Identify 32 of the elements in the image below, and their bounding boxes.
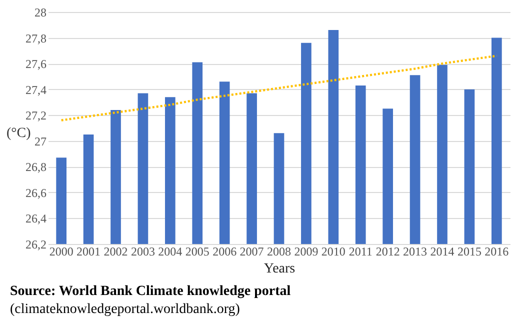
- y-tick-label: 27,8: [26, 31, 46, 46]
- text: (climateknowledgeportal.worldbank.org): [10, 302, 240, 317]
- y-tick-label: 27,4: [26, 82, 46, 97]
- x-tick-label: 2010: [321, 244, 346, 258]
- x-tick-label: 2003: [130, 244, 155, 258]
- x-tick-label: 2013: [403, 244, 428, 258]
- y-tick-label: 26,6: [26, 186, 46, 200]
- x-tick-label: 2002: [104, 244, 128, 258]
- x-tick-label: 2012: [376, 244, 400, 258]
- x-axis-title: Years: [264, 262, 296, 276]
- y-tick-label: 26,8: [26, 160, 46, 174]
- x-tick-label: 2016: [484, 244, 509, 258]
- y-tick-label: 27,6: [26, 57, 46, 72]
- x-tick-label: 2001: [76, 244, 101, 258]
- y-tick-label: 26,2: [26, 238, 46, 252]
- y-tick-label: 28: [34, 6, 46, 20]
- x-tick-label: 2005: [185, 244, 210, 258]
- x-tick-label: 2014: [430, 244, 454, 258]
- x-tick-label: 2015: [457, 244, 482, 258]
- x-tick-label: 2011: [348, 244, 372, 258]
- source-note: Source: World Bank Climate knowledge portal: [10, 284, 291, 299]
- y-tick-label: 27,2: [26, 108, 46, 123]
- x-tick-label: 2004: [158, 244, 182, 258]
- x-tick-label: 2006: [212, 244, 237, 258]
- y-axis-title: (°C): [6, 126, 32, 142]
- y-tick-label: 27: [34, 134, 46, 148]
- x-tick-label: 2007: [240, 244, 264, 258]
- line-series: [60, 54, 498, 122]
- x-tick-label: 2009: [294, 244, 318, 258]
- x-tick-label: 2008: [267, 244, 291, 258]
- x-tick-label: 2000: [49, 244, 74, 258]
- y-tick-label: 26,4: [26, 212, 46, 226]
